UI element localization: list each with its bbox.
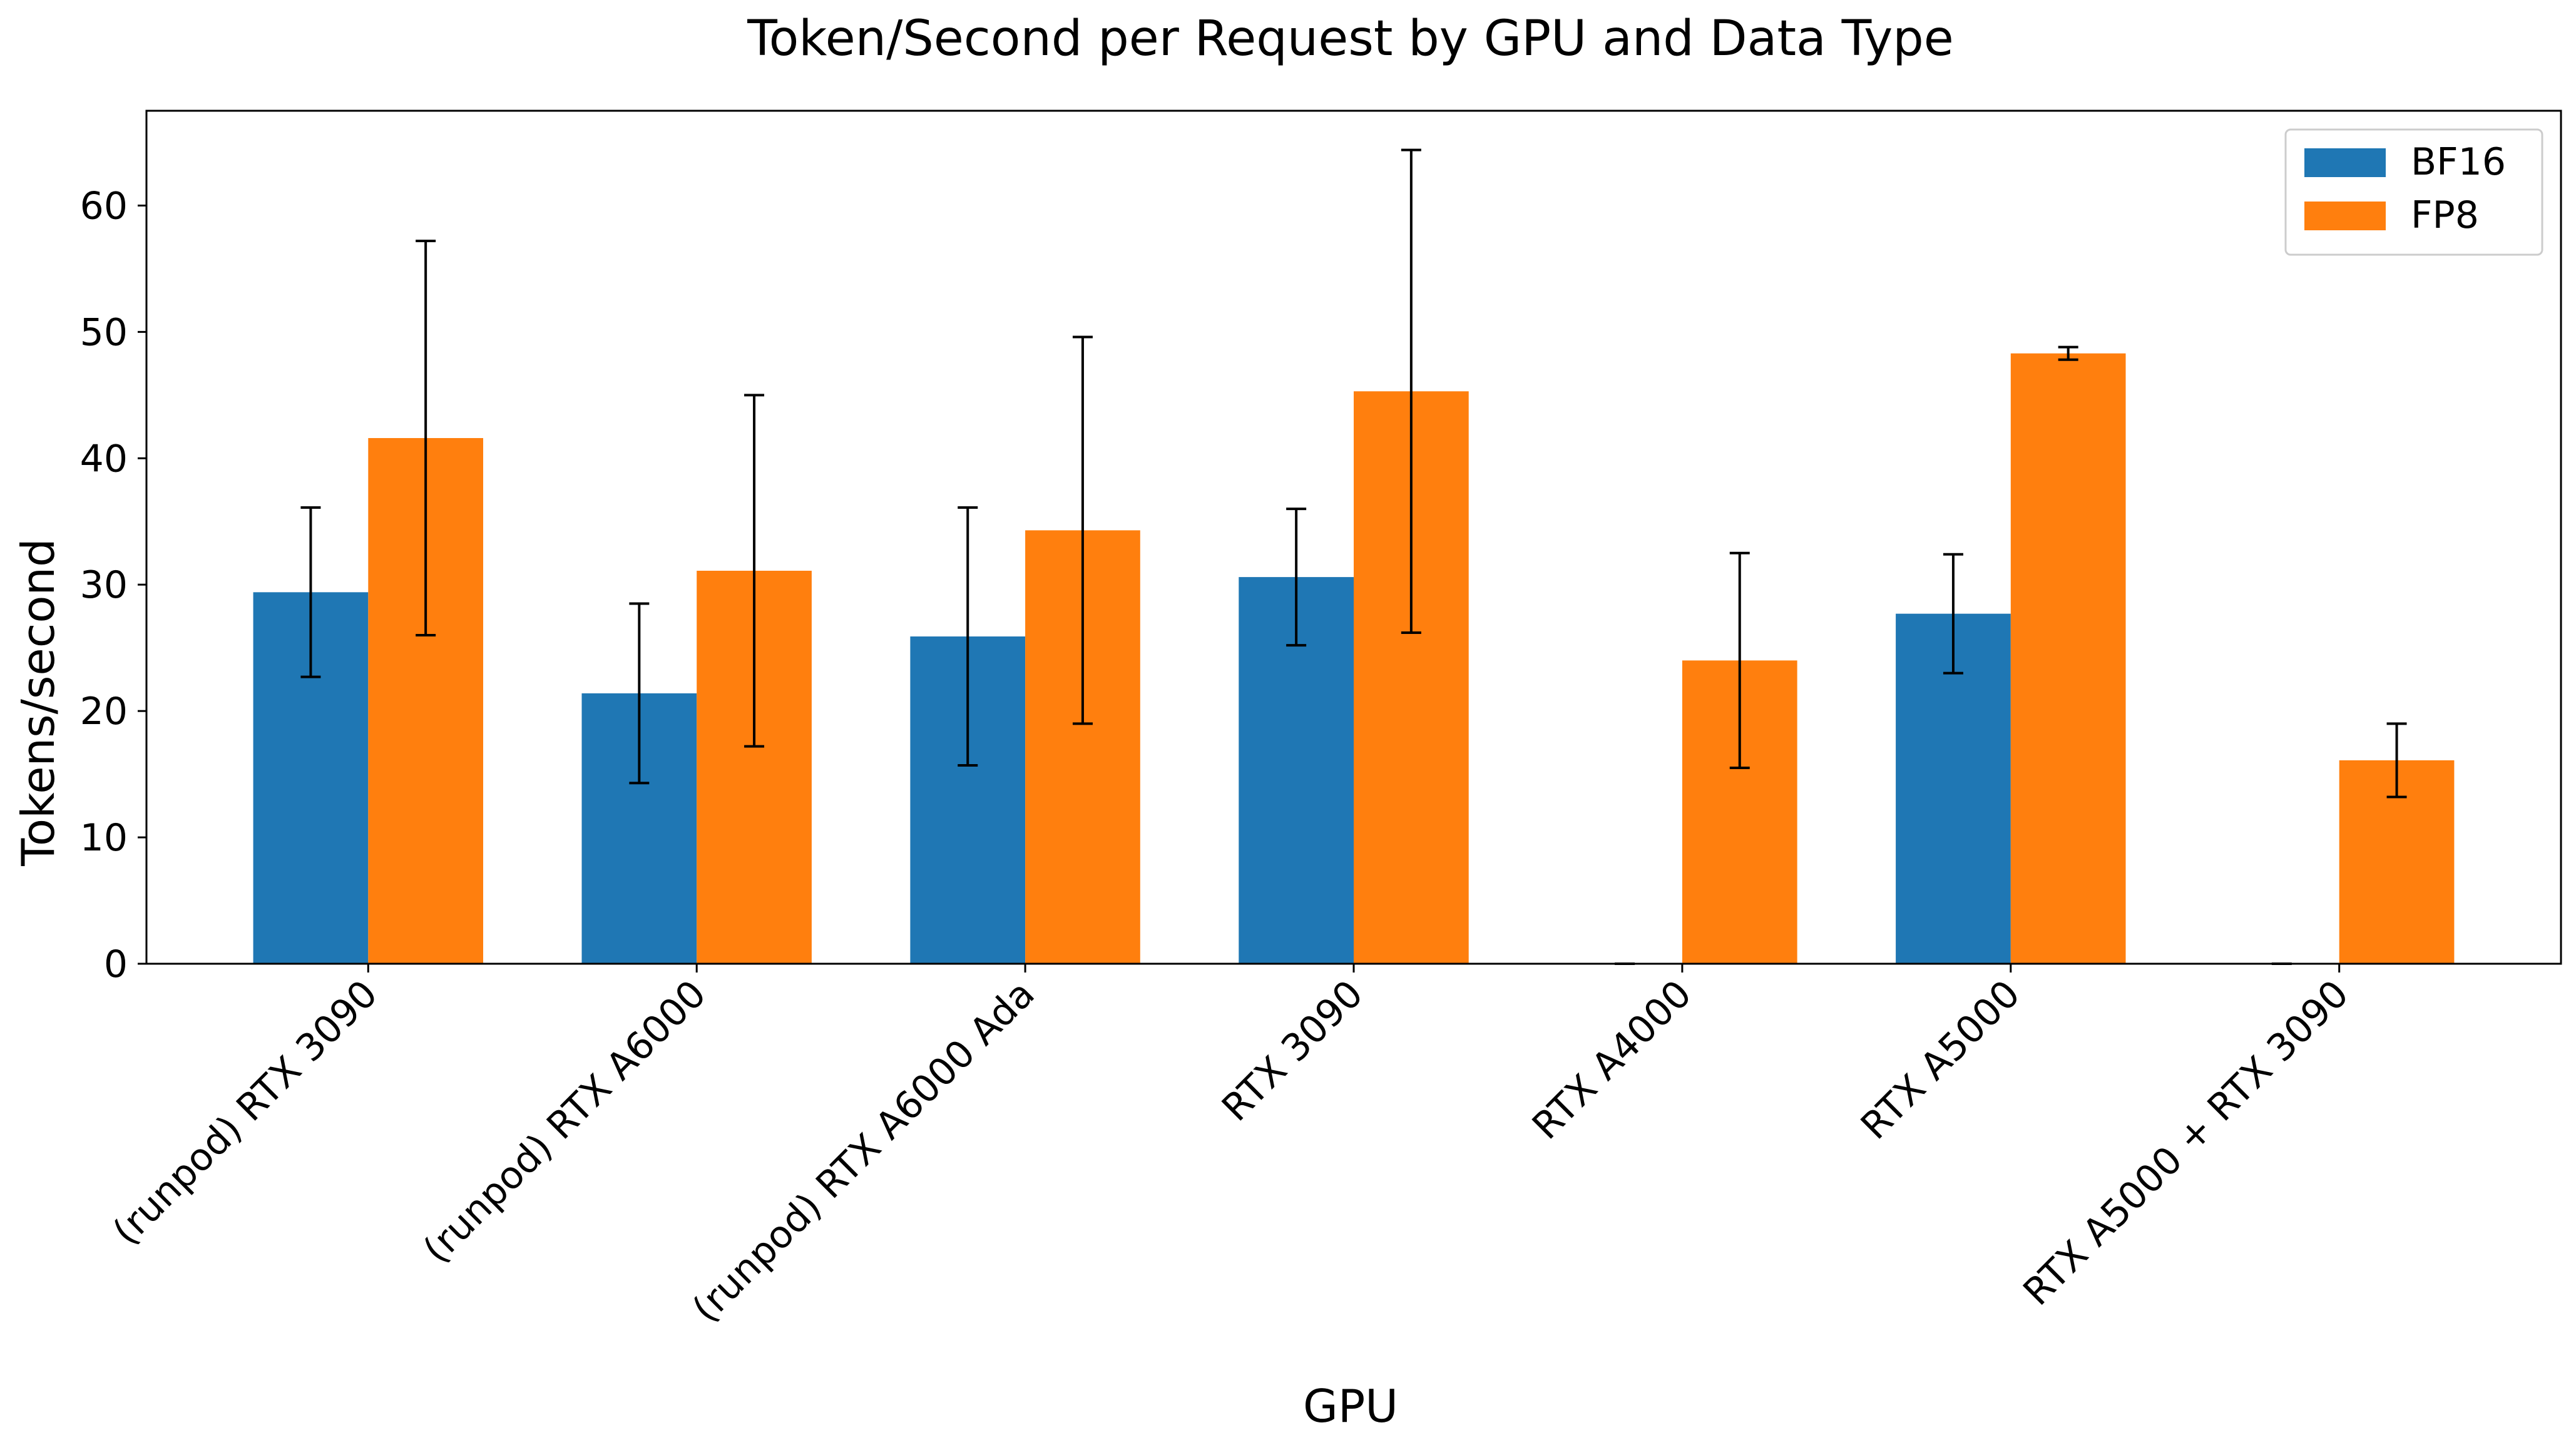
bar-fp8-5 bbox=[2010, 353, 2126, 964]
legend-label-fp8: FP8 bbox=[2411, 193, 2479, 237]
y-axis-label: Tokens/second bbox=[12, 538, 64, 866]
legend-swatch-fp8 bbox=[2304, 202, 2386, 230]
legend-label-bf16: BF16 bbox=[2411, 140, 2506, 184]
x-tick-label-3: RTX 3090 bbox=[1214, 972, 1371, 1130]
x-axis-label: GPU bbox=[1303, 1380, 1398, 1432]
y-tick-label-4: 40 bbox=[80, 437, 128, 481]
x-tick-label-0: (runpod) RTX 3090 bbox=[105, 972, 386, 1253]
x-tick-label-5: RTX A5000 bbox=[1853, 972, 2028, 1148]
x-tick-label-4: RTX A4000 bbox=[1524, 972, 1700, 1148]
x-tick-label-2: (runpod) RTX A6000 Ada bbox=[684, 972, 1043, 1331]
y-tick-label-2: 20 bbox=[80, 690, 128, 733]
y-tick-label-1: 10 bbox=[80, 816, 128, 860]
legend-swatch-bf16 bbox=[2304, 148, 2386, 177]
x-tick-label-1: (runpod) RTX A6000 bbox=[415, 972, 715, 1272]
x-tick-label-6: RTX A5000 + RTX 3090 bbox=[2015, 972, 2358, 1314]
y-tick-label-0: 0 bbox=[104, 942, 128, 986]
chart-title: Token/Second per Request by GPU and Data… bbox=[747, 11, 1954, 67]
y-tick-label-5: 50 bbox=[80, 310, 128, 354]
y-tick-label-6: 60 bbox=[80, 184, 128, 228]
y-tick-label-3: 30 bbox=[80, 563, 128, 607]
legend: BF16 FP8 bbox=[2284, 128, 2543, 256]
